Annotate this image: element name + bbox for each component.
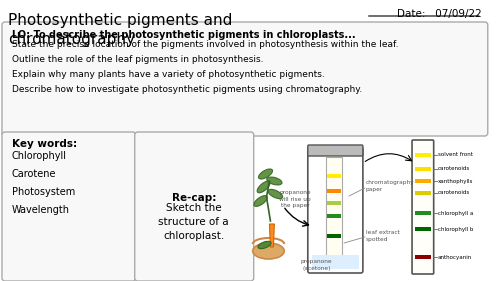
Text: Wavelength: Wavelength (12, 205, 70, 215)
FancyBboxPatch shape (328, 214, 341, 218)
Text: solvent front: solvent front (438, 153, 472, 157)
FancyBboxPatch shape (328, 189, 341, 193)
Text: chlorophyll b: chlorophyll b (438, 226, 473, 232)
FancyBboxPatch shape (308, 147, 363, 273)
FancyBboxPatch shape (134, 132, 254, 281)
Polygon shape (270, 224, 274, 247)
Text: Chlorophyll: Chlorophyll (12, 151, 67, 161)
Text: Explain why many plants have a variety of photosynthetic pigments.: Explain why many plants have a variety o… (12, 70, 324, 79)
Text: Date:   07/09/22: Date: 07/09/22 (397, 9, 482, 19)
Ellipse shape (258, 169, 272, 179)
Polygon shape (326, 157, 342, 265)
FancyBboxPatch shape (415, 191, 430, 195)
FancyBboxPatch shape (2, 22, 488, 136)
FancyBboxPatch shape (415, 255, 430, 259)
Ellipse shape (254, 196, 268, 207)
Text: LO: To describe the photosynthetic pigments in chloroplasts...: LO: To describe the photosynthetic pigme… (12, 30, 356, 40)
Text: Re-cap:: Re-cap: (172, 193, 216, 203)
Text: chlorophyll a: chlorophyll a (438, 210, 473, 216)
Text: carotenoids: carotenoids (438, 191, 470, 196)
Text: Carotene: Carotene (12, 169, 56, 179)
Text: Key words:: Key words: (12, 139, 77, 149)
Text: Sketch the
structure of a
chloroplast.: Sketch the structure of a chloroplast. (158, 203, 229, 241)
Text: Outline the role of the leaf pigments in photosynthesis.: Outline the role of the leaf pigments in… (12, 55, 264, 64)
Ellipse shape (268, 189, 282, 199)
Ellipse shape (266, 177, 282, 185)
FancyBboxPatch shape (328, 234, 341, 238)
Ellipse shape (252, 243, 284, 259)
FancyBboxPatch shape (415, 227, 430, 231)
Text: carotenoids: carotenoids (438, 167, 470, 171)
FancyBboxPatch shape (415, 179, 430, 183)
Text: Photosystem: Photosystem (12, 187, 75, 197)
FancyBboxPatch shape (2, 132, 136, 281)
Text: propanone
will rise up
the paper: propanone will rise up the paper (279, 190, 311, 208)
FancyBboxPatch shape (415, 211, 430, 215)
Text: State the precise location of the pigments involved in photosynthesis within the: State the precise location of the pigmen… (12, 40, 398, 49)
Text: leaf extract
spotted: leaf extract spotted (366, 230, 400, 242)
FancyBboxPatch shape (412, 140, 434, 274)
FancyBboxPatch shape (415, 167, 430, 171)
Ellipse shape (257, 181, 270, 193)
Text: chromatography
paper: chromatography paper (366, 180, 414, 192)
FancyBboxPatch shape (415, 153, 430, 157)
FancyBboxPatch shape (312, 255, 359, 269)
Text: propanone
(acetone): propanone (acetone) (301, 259, 332, 271)
Text: anthocyanin: anthocyanin (438, 255, 472, 259)
Text: Photosynthetic pigments and
chromatography: Photosynthetic pigments and chromatograp… (8, 13, 232, 47)
Ellipse shape (258, 241, 271, 249)
FancyBboxPatch shape (308, 145, 363, 156)
FancyBboxPatch shape (328, 174, 341, 178)
FancyBboxPatch shape (328, 201, 341, 205)
Text: xanthophylls: xanthophylls (438, 178, 473, 183)
Text: Describe how to investigate photosynthetic pigments using chromatography.: Describe how to investigate photosynthet… (12, 85, 362, 94)
